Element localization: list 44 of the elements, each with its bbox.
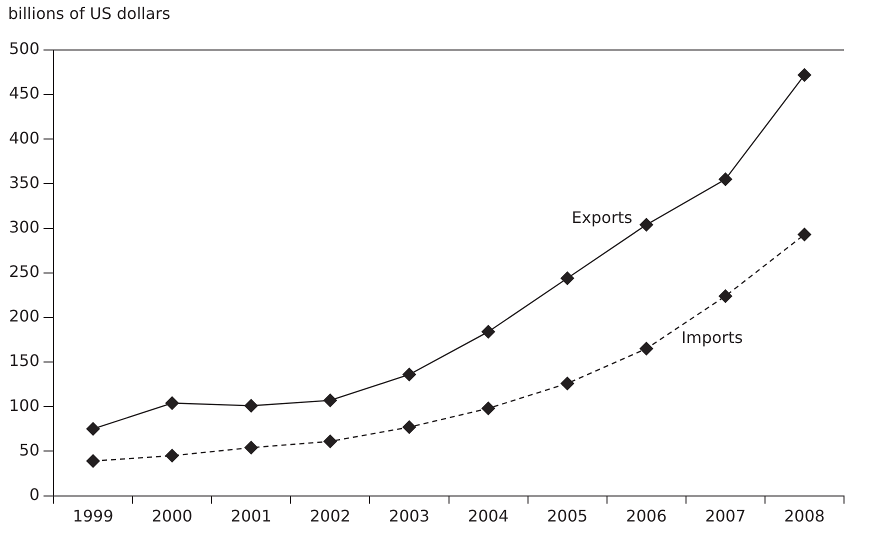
point bbox=[402, 368, 416, 382]
x-tick-label: 2002 bbox=[310, 506, 351, 526]
x-tick-label: 2007 bbox=[705, 506, 746, 526]
point bbox=[244, 398, 258, 413]
y-tick-label: 200 bbox=[8, 306, 40, 326]
point bbox=[560, 376, 574, 390]
y-tick-label: 250 bbox=[8, 262, 40, 282]
x-tick-label: 2008 bbox=[784, 506, 825, 526]
y-tick-label: 300 bbox=[8, 217, 40, 236]
point bbox=[165, 448, 180, 463]
point bbox=[639, 342, 654, 356]
point bbox=[481, 401, 496, 416]
point bbox=[481, 324, 496, 339]
point bbox=[323, 434, 338, 448]
x-tick-label: 2005 bbox=[546, 506, 588, 526]
point bbox=[86, 422, 100, 436]
point bbox=[718, 289, 732, 304]
point bbox=[639, 218, 654, 232]
point bbox=[402, 420, 416, 434]
y-tick-label: 450 bbox=[8, 84, 40, 103]
y-tick-label: 400 bbox=[8, 128, 40, 148]
y-tick-label: 500 bbox=[8, 39, 40, 58]
series-label: Exports bbox=[572, 208, 632, 227]
point bbox=[165, 396, 180, 410]
point bbox=[560, 271, 574, 286]
point bbox=[86, 454, 100, 468]
point bbox=[797, 68, 812, 82]
point bbox=[718, 172, 732, 186]
x-tick-label: 2004 bbox=[468, 506, 509, 526]
y-tick-label: 100 bbox=[8, 396, 40, 415]
x-tick-label: 2000 bbox=[152, 506, 192, 526]
y-tick-label: 150 bbox=[8, 351, 40, 370]
point bbox=[244, 440, 258, 455]
y-tick-label: 0 bbox=[29, 484, 40, 504]
y-tick-label: 350 bbox=[8, 172, 40, 192]
point bbox=[323, 393, 338, 408]
y-axis-title: billions of US dollars bbox=[8, 4, 170, 23]
series-label: Imports bbox=[681, 328, 743, 347]
y-tick-label: 50 bbox=[19, 440, 40, 460]
x-tick-label: 2006 bbox=[626, 506, 667, 526]
x-tick-label: 2001 bbox=[230, 506, 272, 526]
point bbox=[797, 228, 812, 242]
x-tick-label: 1999 bbox=[72, 506, 114, 526]
x-tick-label: 2003 bbox=[388, 506, 430, 526]
